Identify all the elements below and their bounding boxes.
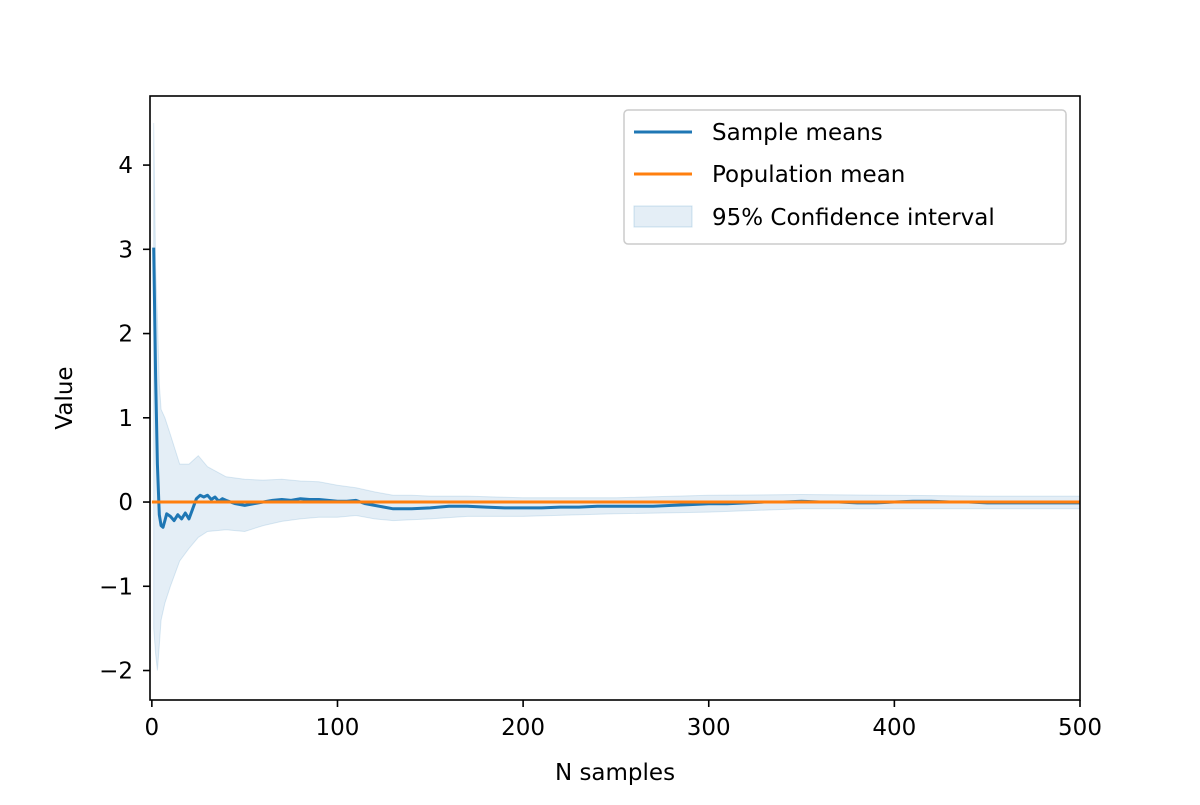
y-tick-label: 4 — [118, 153, 133, 179]
legend-swatch-confidence-interval — [633, 205, 693, 228]
y-axis-label: Value — [52, 366, 78, 429]
x-axis-label: N samples — [555, 760, 675, 786]
y-tick-label: 2 — [118, 322, 133, 348]
y-tick-label: 3 — [118, 237, 133, 263]
plot-frame — [149, 95, 1081, 701]
y-tick-label: 0 — [118, 490, 133, 516]
x-tick-label: 300 — [687, 715, 731, 741]
legend-label-population-mean: Population mean — [712, 162, 905, 188]
x-tick-label: 100 — [316, 715, 360, 741]
legend-label-confidence-interval: 95% Confidence interval — [712, 205, 995, 231]
x-tick-label: 500 — [1058, 715, 1102, 741]
legend: Sample means Population mean 95% Confide… — [623, 109, 1067, 245]
series-line-layer — [151, 247, 1080, 529]
y-tick-label: 1 — [118, 406, 133, 432]
x-tick-label: 200 — [501, 715, 545, 741]
axes-layer — [149, 95, 1081, 701]
x-tick-label: 0 — [145, 715, 160, 741]
ticks-layer: 0 100 200 300 400 500 −2 −1 0 1 2 3 4 — [99, 153, 1102, 741]
x-tick-label: 400 — [872, 715, 916, 741]
y-tick-label: −2 — [99, 659, 133, 685]
legend-label-sample-means: Sample means — [712, 120, 883, 146]
legend-box — [623, 109, 1067, 245]
y-tick-label: −1 — [99, 574, 133, 600]
